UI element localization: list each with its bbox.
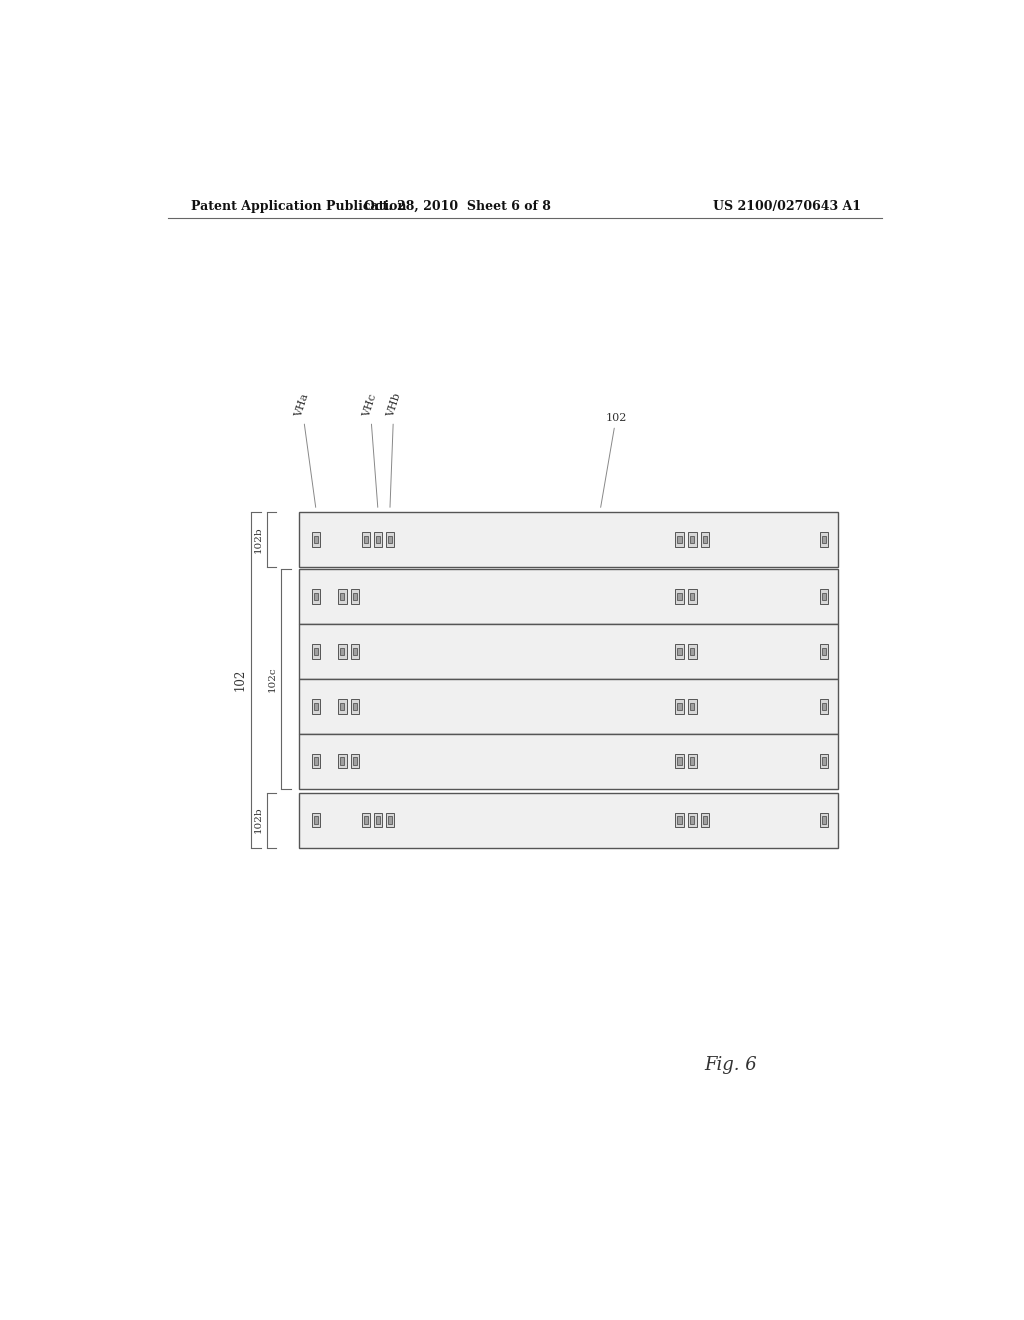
Bar	[822, 702, 826, 710]
Bar	[690, 758, 694, 764]
Text: Patent Application Publication: Patent Application Publication	[191, 199, 407, 213]
Bar	[338, 700, 347, 714]
Bar	[677, 536, 682, 544]
Bar	[311, 813, 321, 828]
Bar	[819, 589, 828, 603]
Bar	[376, 536, 380, 544]
Bar	[364, 536, 369, 544]
Bar	[353, 593, 357, 601]
Bar	[314, 536, 318, 544]
Bar	[700, 532, 710, 546]
Text: Fig. 6: Fig. 6	[705, 1056, 758, 1074]
Bar	[364, 817, 369, 824]
Bar	[688, 644, 696, 659]
Bar	[311, 532, 321, 546]
Bar	[675, 754, 684, 768]
Text: 102: 102	[234, 669, 247, 690]
Bar	[819, 532, 828, 546]
Bar	[688, 754, 696, 768]
Bar	[385, 532, 394, 546]
Bar	[361, 813, 371, 828]
Bar	[822, 536, 826, 544]
Bar	[822, 648, 826, 655]
Bar	[675, 644, 684, 659]
Bar	[353, 702, 357, 710]
Bar	[353, 648, 357, 655]
Bar	[700, 813, 710, 828]
Bar	[314, 702, 318, 710]
Bar	[311, 754, 321, 768]
Bar	[340, 593, 344, 601]
Bar	[311, 700, 321, 714]
Bar	[314, 758, 318, 764]
Bar	[819, 700, 828, 714]
Bar	[374, 813, 382, 828]
Bar	[340, 758, 344, 764]
Bar	[675, 532, 684, 546]
Bar	[388, 817, 392, 824]
Bar	[690, 593, 694, 601]
Text: VHc: VHc	[361, 392, 379, 507]
Bar	[314, 593, 318, 601]
Bar	[299, 512, 839, 568]
Bar	[299, 792, 839, 847]
Text: 102b: 102b	[254, 527, 263, 553]
Bar	[338, 754, 347, 768]
Bar	[299, 624, 839, 678]
Bar	[688, 700, 696, 714]
Bar	[690, 648, 694, 655]
Bar	[702, 536, 708, 544]
Bar	[350, 589, 359, 603]
Bar	[311, 589, 321, 603]
Bar	[702, 817, 708, 824]
Bar	[353, 758, 357, 764]
Bar	[311, 644, 321, 659]
Bar	[688, 532, 696, 546]
Bar	[822, 817, 826, 824]
Bar	[350, 754, 359, 768]
Bar	[688, 813, 696, 828]
Text: US 2100/0270643 A1: US 2100/0270643 A1	[713, 199, 861, 213]
Bar	[819, 813, 828, 828]
Bar	[340, 702, 344, 710]
Bar	[690, 817, 694, 824]
Bar	[314, 817, 318, 824]
Bar	[350, 644, 359, 659]
Bar	[340, 648, 344, 655]
Bar	[374, 532, 382, 546]
Bar	[338, 589, 347, 603]
Text: 102b: 102b	[254, 807, 263, 833]
Text: VHb: VHb	[385, 392, 402, 507]
Bar	[675, 589, 684, 603]
Bar	[385, 813, 394, 828]
Bar	[688, 589, 696, 603]
Bar	[338, 644, 347, 659]
Bar	[376, 817, 380, 824]
Bar	[677, 593, 682, 601]
Bar	[314, 648, 318, 655]
Bar	[677, 702, 682, 710]
Bar	[677, 758, 682, 764]
Bar	[690, 536, 694, 544]
Bar	[677, 648, 682, 655]
Bar	[299, 678, 839, 734]
Bar	[299, 569, 839, 624]
Bar	[822, 758, 826, 764]
Bar	[361, 532, 371, 546]
Bar	[819, 754, 828, 768]
Bar	[350, 700, 359, 714]
Bar	[388, 536, 392, 544]
Text: Oct. 28, 2010  Sheet 6 of 8: Oct. 28, 2010 Sheet 6 of 8	[364, 199, 551, 213]
Bar	[677, 817, 682, 824]
Bar	[819, 644, 828, 659]
Text: 102c: 102c	[268, 667, 278, 692]
Bar	[690, 702, 694, 710]
Text: 102: 102	[601, 413, 627, 507]
Bar	[822, 593, 826, 601]
Bar	[675, 700, 684, 714]
Text: VHa: VHa	[293, 392, 315, 507]
Bar	[675, 813, 684, 828]
Bar	[299, 734, 839, 788]
